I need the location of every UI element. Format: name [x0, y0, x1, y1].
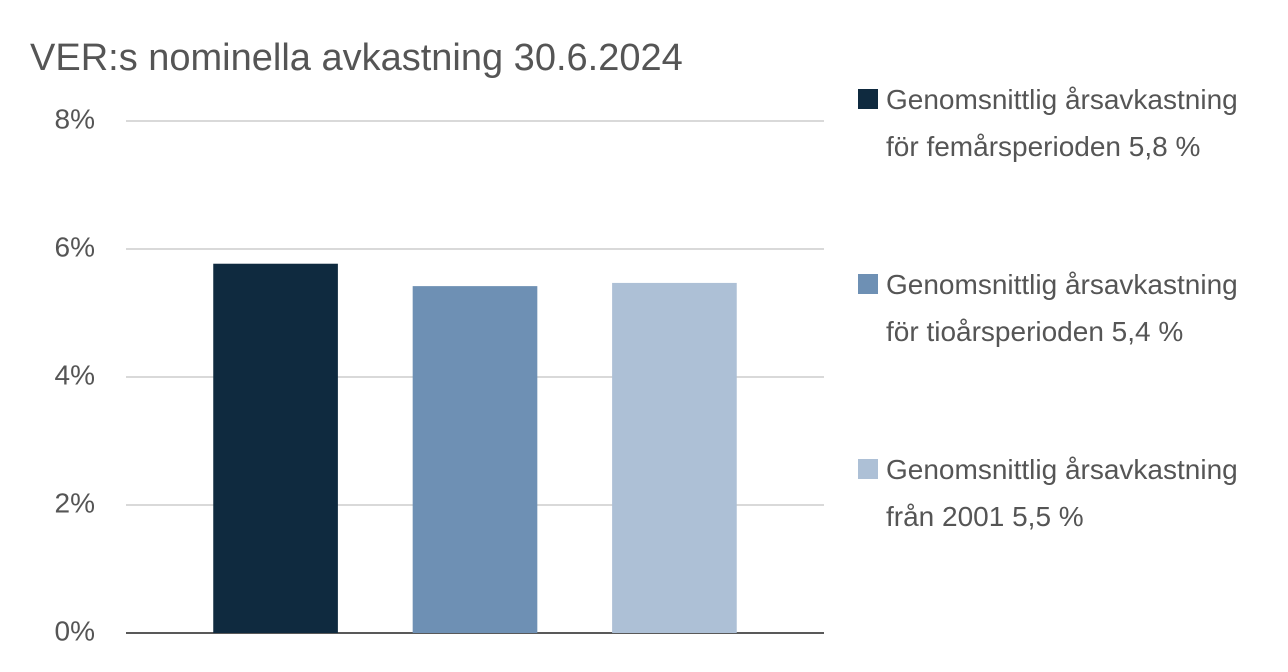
y-tick-label: 0% [55, 615, 95, 646]
bar [213, 263, 338, 633]
legend-swatch [858, 459, 878, 479]
legend-label: Genomsnittlig årsavkastning för tioårspe… [886, 269, 1238, 347]
y-tick-label: 2% [55, 487, 95, 518]
legend-label: Genomsnittlig årsavkastning från 2001 5,… [886, 454, 1238, 532]
legend-label: Genomsnittlig årsavkastning för femårspe… [886, 84, 1238, 162]
chart-title: VER:s nominella avkastning 30.6.2024 [30, 37, 683, 79]
bar [412, 286, 538, 633]
y-tick-label: 4% [55, 359, 95, 390]
y-tick-label: 8% [55, 103, 95, 134]
bar [612, 282, 737, 633]
legend-swatch [858, 274, 878, 294]
legend-swatch [858, 89, 878, 109]
y-tick-label: 6% [55, 231, 95, 262]
